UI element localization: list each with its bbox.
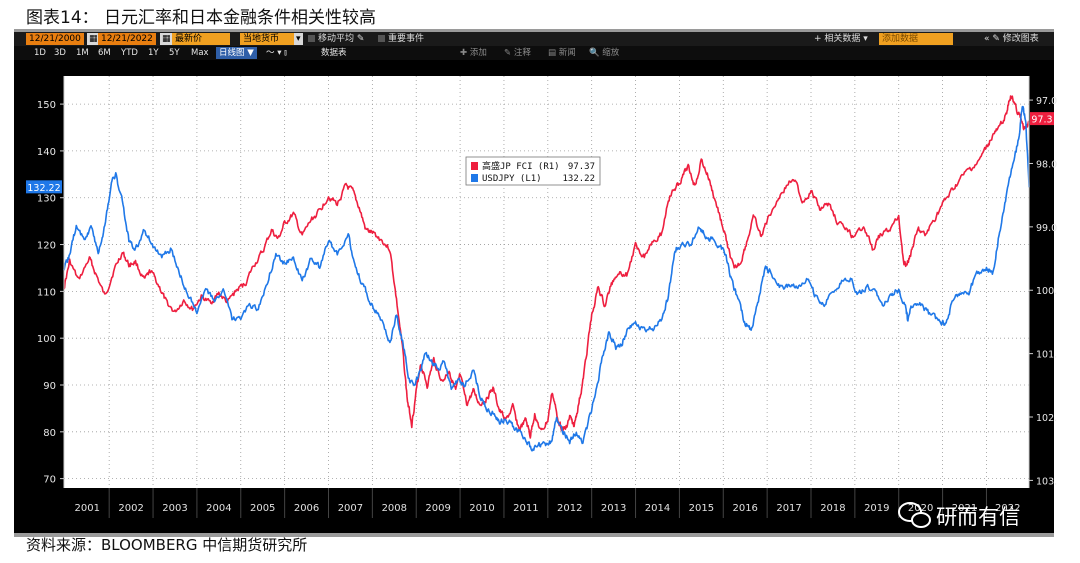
legend-swatch (471, 162, 478, 170)
x-tick-label: 2005 (250, 503, 275, 514)
usdjpy-last-value: 132.22 (27, 183, 60, 194)
checkbox-icon (378, 35, 385, 42)
x-tick-label: 2010 (469, 503, 494, 514)
legend-label: USDJPY (L1) (482, 174, 542, 184)
price-type-select[interactable]: 最新价 (172, 33, 230, 45)
y-left-tick-label: 110 (37, 287, 56, 298)
x-tick-label: 2008 (382, 503, 407, 514)
ghost-zoom-button: 🔍 缩放 (589, 48, 620, 58)
interval-select[interactable]: 日线图 ▼ (216, 47, 257, 59)
y-left-tick-label: 80 (43, 428, 56, 439)
checkbox-icon (308, 35, 315, 42)
period-1d[interactable]: 1D (34, 48, 46, 58)
y-right-tick-label: 101. (1036, 350, 1057, 361)
wechat-icon-bubble (911, 512, 931, 528)
x-tick-label: 2011 (513, 503, 538, 514)
calendar-icon[interactable]: ▦ (87, 33, 100, 45)
y-right-tick-label: 102. (1036, 413, 1057, 424)
period-6m[interactable]: 6M (98, 48, 111, 58)
jp-fci-last-badge (1030, 112, 1054, 126)
ghost-news-button: ▤ 新闻 (548, 48, 576, 58)
start-date-field[interactable]: 12/21/2000 (26, 33, 84, 45)
x-tick-label: 2013 (601, 503, 626, 514)
legend-value: 97.37 (568, 162, 595, 172)
x-tick-label: 2016 (732, 503, 757, 514)
series-line-usdjpy (63, 105, 1030, 452)
related-data-button[interactable]: + 相关数据 ▾ (814, 34, 868, 44)
figure-title: 图表14： 日元汇率和日本金融条件相关性较高 (26, 8, 377, 28)
ghost-annotate-button: ✎ 注释 (504, 48, 531, 58)
key-events-label: 重要事件 (388, 34, 425, 44)
x-tick-label: 2004 (206, 503, 231, 514)
y-left-tick-label: 70 (43, 475, 56, 486)
y-left-tick-label: 130 (37, 194, 56, 205)
legend-value: 132.22 (562, 174, 595, 184)
toolbar-periods: 1D 3D 1M 6M YTD 1Y 5Y Max 日线图 ▼ 〜 ▾ ⫾ 数据… (14, 46, 1054, 60)
line-chart-icon[interactable]: 〜 ▾ ⫾ (266, 48, 287, 58)
x-tick-label: 2019 (864, 503, 889, 514)
period-3d[interactable]: 3D (54, 48, 66, 58)
x-tick-label: 2002 (118, 503, 143, 514)
period-ytd[interactable]: YTD (121, 48, 138, 58)
legend-swatch (471, 174, 478, 182)
moving-average-toggle[interactable]: 移动平均 ✎ (308, 33, 364, 45)
period-1m[interactable]: 1M (76, 48, 89, 58)
period-max[interactable]: Max (191, 48, 209, 58)
x-tick-label: 2015 (689, 503, 714, 514)
y-right-tick-label: 103. (1036, 476, 1057, 487)
x-tick-label: 2012 (557, 503, 582, 514)
currency-select[interactable]: 当地货币 (240, 33, 298, 45)
moving-average-label: 移动平均 (318, 34, 355, 44)
edit-chart-button[interactable]: « ✎ 修改图表 (984, 34, 1039, 44)
plot-area (64, 76, 1029, 488)
y-right-tick-label: 98.0 (1036, 159, 1057, 170)
source-note: 资料来源：BLOOMBERG 中信期货研究所 (26, 536, 308, 554)
x-tick-label: 2021 (952, 503, 977, 514)
jp-fci-last-value: 97.3 (1031, 115, 1052, 126)
x-tick-label: 2022 (995, 503, 1020, 514)
ghost-add-button: ✚ 添加 (460, 48, 487, 58)
x-tick-label: 2001 (75, 503, 100, 514)
y-left-tick-label: 140 (37, 147, 56, 158)
x-tick-label: 2006 (294, 503, 319, 514)
series-line-jp-fci (63, 95, 1030, 439)
x-tick-label: 2014 (645, 503, 670, 514)
calendar-icon[interactable]: ▦ (160, 33, 173, 45)
end-date-field[interactable]: 12/21/2022 (98, 33, 156, 45)
y-left-tick-label: 100 (37, 334, 56, 345)
y-right-tick-label: 97.0 (1036, 96, 1057, 107)
legend-label: 高盛JP FCI (R1) (482, 160, 560, 172)
x-tick-label: 2017 (776, 503, 801, 514)
key-events-toggle[interactable]: 重要事件 (378, 33, 424, 45)
x-tick-label: 2009 (425, 503, 450, 514)
y-left-tick-label: 120 (37, 241, 56, 252)
data-table-button[interactable]: 数据表 (321, 48, 347, 58)
usdjpy-last-badge (26, 180, 62, 194)
legend-box (465, 156, 601, 186)
x-tick-label: 2018 (820, 503, 845, 514)
y-left-tick-label: 90 (43, 381, 56, 392)
watermark: 研而有信 (898, 502, 1020, 529)
watermark-text: 研而有信 (936, 505, 1020, 529)
x-tick-label: 2003 (162, 503, 187, 514)
period-1y[interactable]: 1Y (148, 48, 159, 58)
y-right-tick-label: 99.0 (1036, 223, 1057, 234)
x-tick-label: 2007 (338, 503, 363, 514)
y-left-tick-label: 150 (37, 100, 56, 111)
chevron-down-icon[interactable]: ▾ (294, 33, 303, 45)
period-5y[interactable]: 5Y (169, 48, 180, 58)
add-data-input[interactable]: 添加数据 (879, 33, 953, 45)
y-right-tick-label: 100. (1036, 286, 1057, 297)
